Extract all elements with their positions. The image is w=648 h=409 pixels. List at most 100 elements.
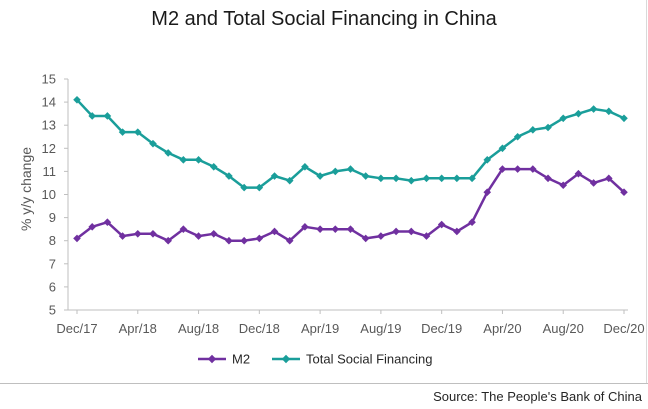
x-tick-label: Apr/19	[301, 321, 339, 336]
data-point	[483, 188, 492, 196]
data-point	[88, 223, 96, 231]
data-point	[209, 229, 218, 238]
data-point	[498, 165, 507, 173]
data-point	[589, 105, 598, 113]
data-point	[620, 114, 628, 123]
data-point	[240, 236, 248, 245]
y-tick-label: 5	[49, 303, 56, 318]
source-note: Source: The People's Bank of China	[433, 389, 642, 404]
y-tick-label: 12	[42, 141, 56, 156]
x-tick-label: Dec/20	[603, 321, 644, 336]
data-point	[331, 225, 340, 233]
data-point	[164, 236, 172, 245]
data-point	[73, 95, 81, 104]
data-point	[574, 169, 583, 178]
data-point	[133, 229, 142, 238]
data-point	[498, 144, 507, 153]
data-point	[225, 236, 233, 245]
data-point	[118, 128, 127, 136]
legend-marker	[207, 354, 217, 364]
series-m2	[73, 165, 628, 245]
data-point	[88, 112, 96, 120]
data-point	[605, 174, 613, 183]
data-point	[437, 174, 446, 183]
data-point	[483, 156, 492, 164]
data-point	[453, 174, 461, 183]
data-point	[422, 174, 431, 183]
data-point	[270, 172, 279, 180]
data-point	[620, 188, 628, 196]
data-point	[513, 132, 522, 141]
data-point	[605, 107, 613, 116]
y-tick-label: 11	[43, 164, 57, 179]
data-point	[118, 232, 127, 240]
data-point	[73, 234, 81, 243]
y-tick-label: 8	[49, 233, 56, 248]
y-tick-label: 10	[42, 187, 56, 202]
data-point	[453, 227, 461, 236]
x-tick-label: Apr/18	[119, 321, 157, 336]
data-point	[513, 165, 522, 173]
data-point	[468, 218, 476, 227]
data-point	[301, 162, 309, 171]
x-tick-label: Aug/18	[178, 321, 219, 336]
data-point	[103, 112, 112, 120]
y-axis-label: % y/y change	[18, 147, 34, 231]
data-point	[574, 109, 583, 118]
data-point	[255, 183, 264, 192]
data-point	[133, 128, 142, 136]
data-point	[361, 172, 370, 180]
data-point	[316, 172, 324, 180]
chart-title: M2 and Total Social Financing in China	[151, 8, 497, 30]
y-tick-label: 13	[42, 118, 56, 133]
legend-label: M2	[232, 352, 250, 367]
y-tick-label: 15	[42, 72, 56, 87]
data-point	[589, 179, 598, 187]
data-point	[529, 126, 537, 134]
data-point	[285, 176, 294, 185]
legend: M2 Total Social Financing	[198, 352, 432, 367]
data-point	[377, 232, 385, 240]
data-point	[255, 234, 264, 243]
x-tick-label: Apr/20	[483, 321, 521, 336]
data-point	[437, 220, 446, 229]
legend-label: Total Social Financing	[306, 352, 432, 367]
series-total-social-financing	[73, 95, 628, 192]
data-point	[544, 174, 552, 183]
data-point	[407, 227, 416, 236]
y-tick-label: 6	[49, 279, 56, 294]
data-point	[407, 176, 416, 185]
data-point	[301, 223, 309, 231]
data-point	[377, 174, 385, 183]
y-tick-label: 14	[42, 95, 56, 110]
x-tick-label: Dec/19	[421, 321, 462, 336]
x-tick-label: Dec/18	[239, 321, 280, 336]
data-point	[209, 162, 218, 171]
data-point	[346, 225, 355, 233]
data-point	[346, 165, 355, 173]
x-tick-label: Dec/17	[56, 321, 97, 336]
data-point	[103, 218, 112, 227]
data-point	[392, 174, 400, 183]
x-tick-label: Aug/20	[543, 321, 584, 336]
data-point	[422, 232, 431, 240]
data-point	[270, 227, 279, 236]
data-point	[285, 236, 294, 245]
x-tick-labels: Dec/17 Apr/18 Aug/18 Dec/18 Apr/19 Aug/19 Dec/…	[56, 310, 645, 336]
data-point	[194, 156, 203, 164]
data-point	[149, 139, 157, 148]
legend-item: M2	[198, 352, 250, 367]
legend-marker	[281, 354, 291, 364]
y-tick-label: 7	[49, 256, 56, 271]
data-point	[194, 232, 203, 240]
data-point	[559, 181, 568, 190]
data-point	[361, 234, 370, 243]
data-point	[392, 227, 400, 236]
data-point	[164, 149, 172, 157]
data-point	[149, 229, 157, 238]
data-point	[529, 165, 537, 173]
data-point	[468, 174, 476, 183]
legend-item: Total Social Financing	[272, 352, 432, 367]
data-point	[225, 172, 233, 180]
